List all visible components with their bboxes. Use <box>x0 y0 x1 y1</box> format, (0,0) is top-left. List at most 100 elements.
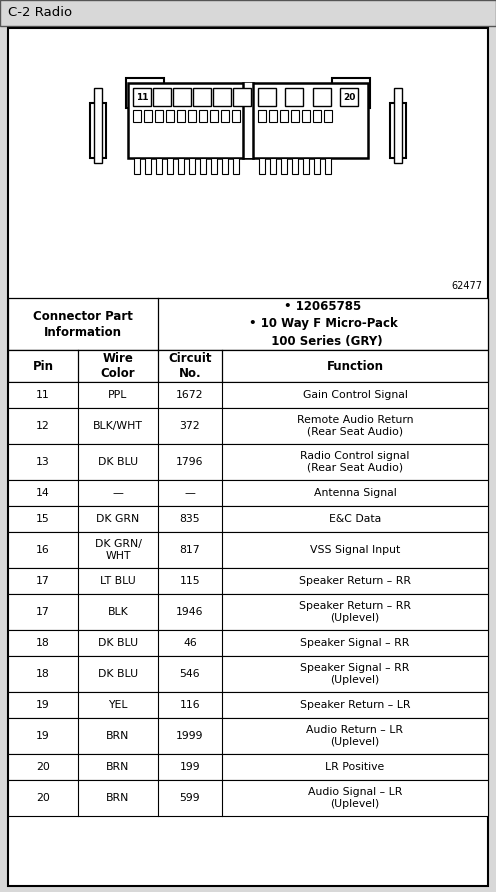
Bar <box>155 110 163 122</box>
Bar <box>188 110 196 122</box>
Bar <box>8 630 488 656</box>
Text: Audio Signal – LR
(Uplevel): Audio Signal – LR (Uplevel) <box>308 788 402 809</box>
Bar <box>8 656 488 692</box>
Text: 1999: 1999 <box>176 731 204 741</box>
Text: DK GRN: DK GRN <box>96 514 140 524</box>
Text: 11: 11 <box>36 390 50 400</box>
Text: DK GRN/
WHT: DK GRN/ WHT <box>95 539 141 561</box>
Bar <box>8 408 488 444</box>
Text: LT BLU: LT BLU <box>100 576 136 586</box>
Bar <box>302 110 310 122</box>
Bar <box>8 594 488 630</box>
Text: 17: 17 <box>36 607 50 617</box>
Text: 116: 116 <box>180 700 200 710</box>
Text: 20: 20 <box>36 793 50 803</box>
Text: 18: 18 <box>36 669 50 679</box>
Text: 62477: 62477 <box>451 281 482 291</box>
Bar <box>178 158 184 174</box>
Text: BRN: BRN <box>106 731 129 741</box>
Bar <box>133 110 141 122</box>
Bar <box>313 110 321 122</box>
Text: 16: 16 <box>36 545 50 555</box>
Bar <box>332 78 370 108</box>
Text: Function: Function <box>326 359 383 373</box>
Bar <box>144 110 152 122</box>
Text: 19: 19 <box>36 700 50 710</box>
Bar <box>243 83 253 158</box>
Bar <box>193 88 211 106</box>
Text: 12: 12 <box>36 421 50 431</box>
Bar <box>281 158 287 174</box>
Text: Speaker Return – LR: Speaker Return – LR <box>300 700 410 710</box>
Text: 20: 20 <box>36 762 50 772</box>
Bar <box>325 158 331 174</box>
Bar <box>153 88 171 106</box>
Bar <box>8 444 488 480</box>
Bar <box>291 110 299 122</box>
Text: Gain Control Signal: Gain Control Signal <box>303 390 407 400</box>
Text: Radio Control signal
(Rear Seat Audio): Radio Control signal (Rear Seat Audio) <box>300 451 410 473</box>
Bar <box>340 88 358 106</box>
Bar <box>232 110 240 122</box>
Text: BRN: BRN <box>106 762 129 772</box>
Text: DK BLU: DK BLU <box>98 638 138 648</box>
Text: Audio Return – LR
(Uplevel): Audio Return – LR (Uplevel) <box>307 725 404 747</box>
Bar <box>292 158 298 174</box>
Bar <box>8 298 488 350</box>
Text: 20: 20 <box>343 93 355 102</box>
Text: DK BLU: DK BLU <box>98 457 138 467</box>
Bar <box>8 780 488 816</box>
Bar <box>200 158 206 174</box>
Bar <box>394 88 402 163</box>
Bar <box>166 110 174 122</box>
Bar <box>8 382 488 408</box>
Text: Speaker Return – RR
(Uplevel): Speaker Return – RR (Uplevel) <box>299 601 411 623</box>
Bar <box>133 88 151 106</box>
Bar <box>233 158 239 174</box>
Text: BRN: BRN <box>106 793 129 803</box>
Text: Remote Audio Return
(Rear Seat Audio): Remote Audio Return (Rear Seat Audio) <box>297 415 413 437</box>
Text: LR Positive: LR Positive <box>325 762 384 772</box>
Bar <box>94 88 102 163</box>
Text: 835: 835 <box>180 514 200 524</box>
Bar <box>213 88 231 106</box>
Text: Circuit
No.: Circuit No. <box>168 352 212 380</box>
Text: Pin: Pin <box>33 359 54 373</box>
Text: —: — <box>113 488 124 498</box>
Text: 1946: 1946 <box>176 607 204 617</box>
Bar <box>258 88 276 106</box>
Text: 372: 372 <box>180 421 200 431</box>
Text: VSS Signal Input: VSS Signal Input <box>310 545 400 555</box>
Text: BLK: BLK <box>108 607 128 617</box>
Text: 13: 13 <box>36 457 50 467</box>
Text: 17: 17 <box>36 576 50 586</box>
Text: Speaker Return – RR: Speaker Return – RR <box>299 576 411 586</box>
Bar <box>312 88 331 106</box>
Bar <box>0 0 496 26</box>
Bar <box>8 754 488 780</box>
Bar <box>177 110 185 122</box>
Text: PPL: PPL <box>108 390 127 400</box>
Text: 1672: 1672 <box>176 390 204 400</box>
Bar <box>303 158 309 174</box>
Text: 1796: 1796 <box>176 457 204 467</box>
Text: —: — <box>185 488 195 498</box>
Bar <box>90 103 106 158</box>
Text: BLK/WHT: BLK/WHT <box>93 421 143 431</box>
Text: 599: 599 <box>180 793 200 803</box>
Bar <box>189 158 195 174</box>
Bar <box>269 110 277 122</box>
Text: • 12065785
• 10 Way F Micro-Pack
  100 Series (GRY): • 12065785 • 10 Way F Micro-Pack 100 Ser… <box>248 301 397 348</box>
Bar <box>8 506 488 532</box>
Bar <box>199 110 207 122</box>
Bar <box>222 158 228 174</box>
Text: 46: 46 <box>183 638 197 648</box>
Bar <box>314 158 320 174</box>
Text: 19: 19 <box>36 731 50 741</box>
Bar <box>324 110 332 122</box>
Text: 199: 199 <box>180 762 200 772</box>
Bar <box>8 480 488 506</box>
Bar <box>211 158 217 174</box>
Text: DK BLU: DK BLU <box>98 669 138 679</box>
Bar <box>233 88 251 106</box>
